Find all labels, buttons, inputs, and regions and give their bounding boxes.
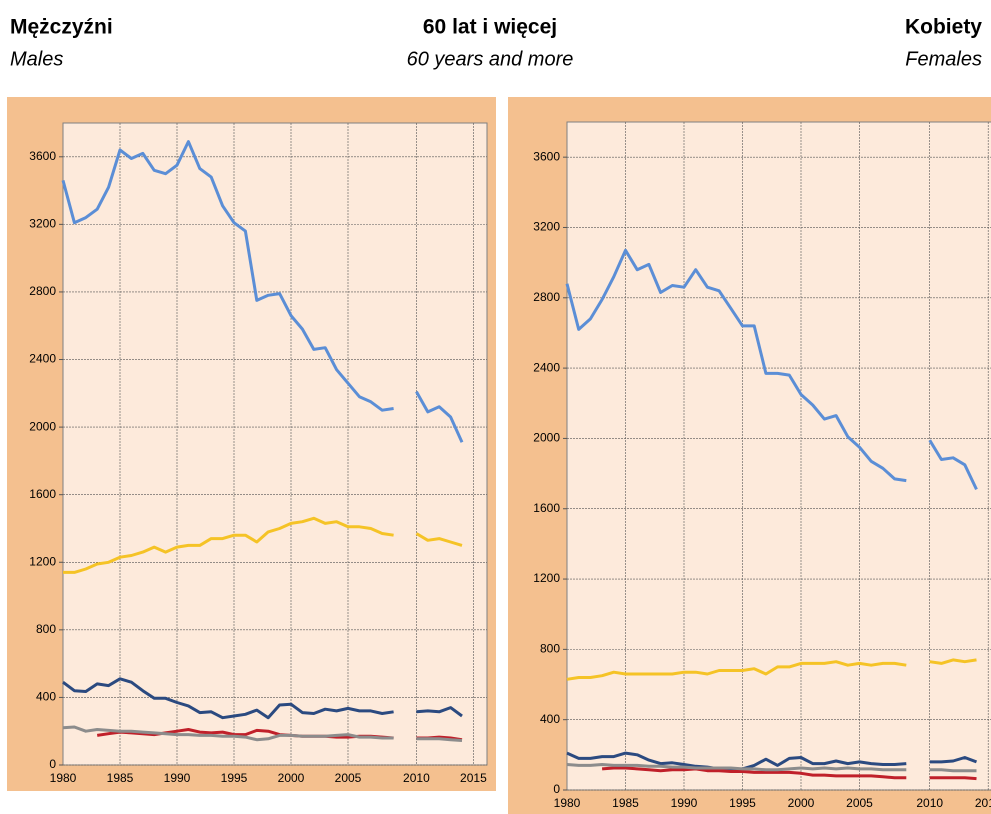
x-tick-label: 1995 (729, 796, 756, 810)
left-chart: 0 400 800 1200 1600 2000 2400 2800 3200 3600 1980 1… (29, 122, 488, 785)
plot-area (62, 122, 488, 766)
left-title: Mężczyźni (10, 16, 113, 39)
center-subtitle: 60 years and more (407, 48, 574, 70)
y-tick-label: 1600 (29, 487, 56, 501)
x-tick-label: 1995 (221, 771, 248, 785)
plot-area (566, 121, 991, 791)
x-tick-label: 2005 (846, 796, 873, 810)
x-tick-label: 1985 (612, 796, 639, 810)
x-tick-label: 2010 (403, 771, 430, 785)
series-line (566, 763, 977, 773)
x-tick-label: 2000 (278, 771, 305, 785)
x-tick-label: 1980 (554, 796, 581, 810)
y-tick-label: 2000 (533, 431, 560, 445)
x-tick-label: 1990 (164, 771, 191, 785)
right-title: Kobiety (905, 16, 982, 39)
x-tick-label: 1980 (50, 771, 77, 785)
x-tick-label: 1990 (671, 796, 698, 810)
y-tick-label: 800 (36, 622, 56, 636)
y-tick-label: 3200 (533, 220, 560, 234)
y-tick-label: 2800 (29, 284, 56, 298)
series-line (63, 516, 463, 574)
x-tick-label: 2015 (975, 796, 991, 810)
y-tick-label: 1200 (29, 554, 56, 568)
y-tick-label: 0 (49, 757, 56, 771)
y-tick-label: 400 (540, 712, 560, 726)
y-tick-label: 2800 (533, 290, 560, 304)
x-tick-label: 2005 (335, 771, 362, 785)
right-subtitle: Females (905, 48, 982, 70)
y-tick-label: 3600 (29, 149, 56, 163)
series-line (601, 766, 977, 781)
y-tick-label: 2000 (29, 419, 56, 433)
x-tick-label: 2015 (460, 771, 487, 785)
y-tick-label: 0 (553, 782, 560, 796)
y-tick-label: 1600 (533, 501, 560, 515)
y-tick-label: 1200 (533, 571, 560, 585)
x-tick-label: 2010 (916, 796, 943, 810)
series-line (62, 725, 463, 742)
y-tick-label: 3200 (29, 217, 56, 231)
series-line (61, 140, 464, 443)
left-subtitle: Males (10, 48, 63, 70)
series-line (62, 677, 463, 720)
y-tick-label: 3600 (533, 149, 560, 163)
y-tick-label: 400 (36, 690, 56, 704)
series-line (565, 248, 978, 491)
y-tick-label: 2400 (29, 352, 56, 366)
x-tick-label: 1985 (107, 771, 134, 785)
series-line (566, 658, 977, 681)
center-title: 60 lat i więcej (423, 16, 557, 39)
right-chart: 0 400 800 1200 1600 2000 2400 2800 3200 3600 1980 1… (533, 121, 991, 810)
x-tick-label: 2000 (788, 796, 815, 810)
y-tick-label: 2400 (533, 360, 560, 374)
y-tick-label: 800 (540, 642, 560, 656)
